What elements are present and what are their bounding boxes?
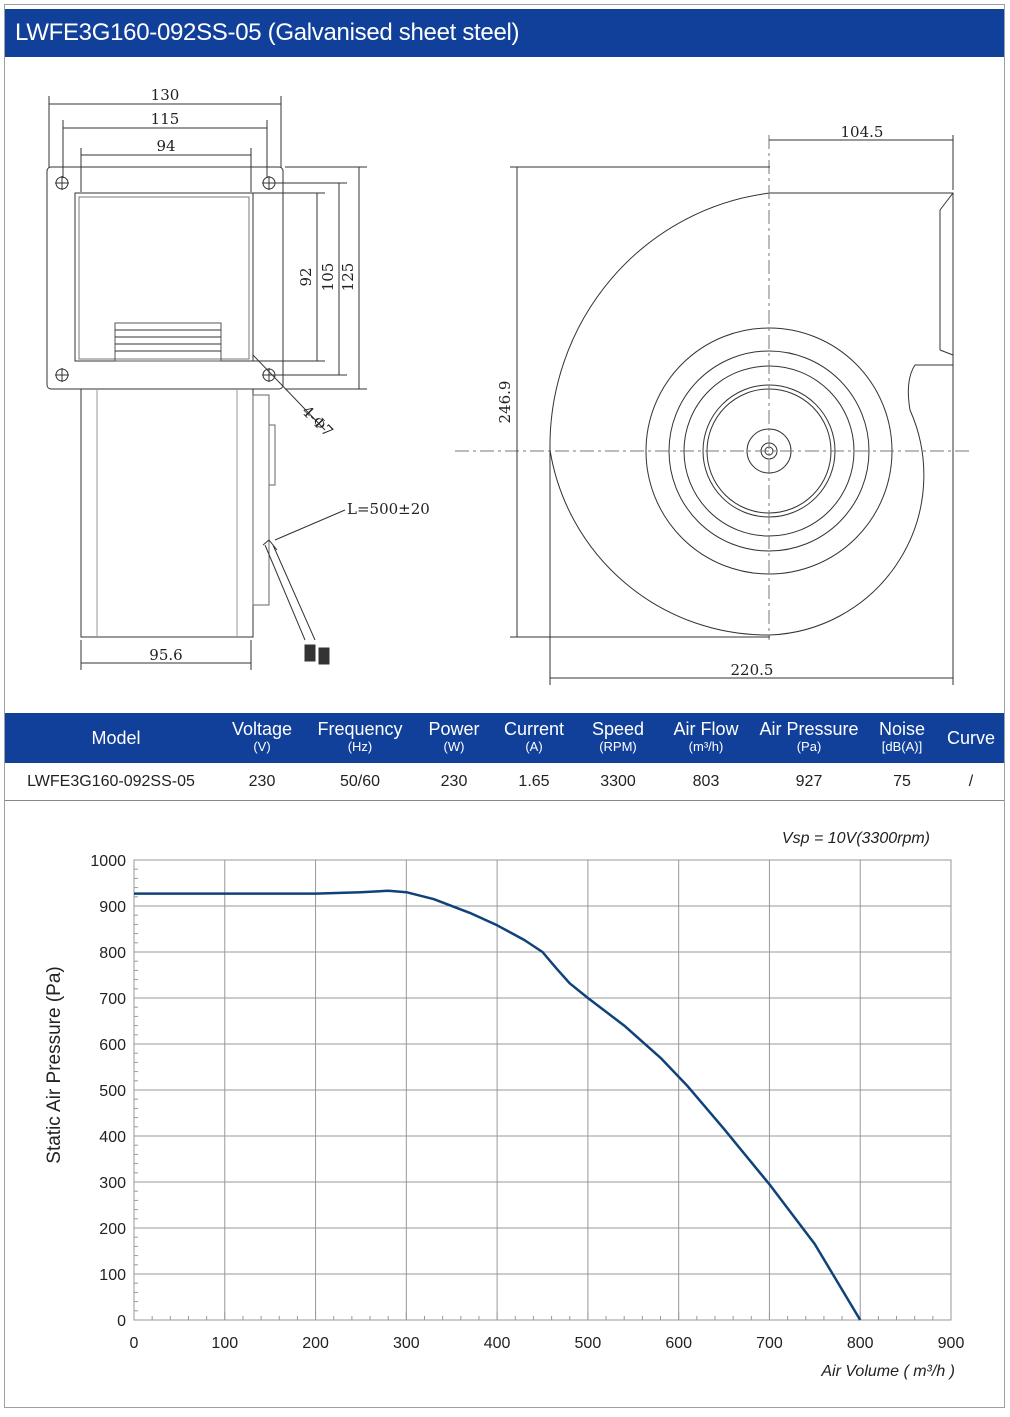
flange-outline: [46, 166, 284, 390]
col-frequency: Frequency (Hz): [317, 719, 403, 754]
y-tick-label: 500: [99, 1083, 126, 1100]
technical-drawing: 130 115 94 92 105 125 4-Φ7 95.6 L=500±20…: [5, 57, 1004, 713]
y-tick-label: 900: [99, 899, 126, 916]
x-tick-label: 400: [484, 1335, 511, 1352]
x-axis-label: Air Volume ( m³/h ): [820, 1363, 955, 1380]
dim-125: 125: [339, 263, 357, 292]
drawing-svg: 130 115 94 92 105 125 4-Φ7 95.6 L=500±20…: [46, 86, 970, 685]
dim-95-6: 95.6: [149, 646, 182, 664]
x-tick-label: 900: [938, 1335, 965, 1352]
cell-current: 1.65: [518, 773, 550, 790]
page-frame: [4, 4, 1005, 1408]
x-tick-label: 0: [130, 1335, 139, 1352]
dim-105: 105: [319, 263, 337, 292]
pressure-curve: [134, 889, 862, 1321]
col-model: Model: [91, 728, 141, 748]
col-power: Power (W): [428, 719, 480, 754]
spec-table-row: LWFE3G160-092SS-05 230 50/60 230 1.65 33…: [5, 763, 1004, 801]
y-tick-label: 400: [99, 1129, 126, 1146]
cell-noise: 75: [893, 773, 911, 790]
cell-voltage: 230: [248, 773, 276, 790]
dim-holes: 4-Φ7: [298, 402, 337, 441]
col-speed: Speed (RPM): [591, 719, 645, 754]
cell-airpressure: 927: [795, 773, 823, 790]
y-tick-label: 600: [99, 1037, 126, 1054]
dim-246-9: 246.9: [496, 381, 514, 424]
x-tick-label: 600: [665, 1335, 692, 1352]
scroll-housing: [549, 192, 954, 636]
outlet-opening: [74, 192, 254, 362]
x-tick-label: 700: [756, 1335, 783, 1352]
col-voltage: Voltage (V): [231, 719, 293, 754]
y-tick-label: 0: [117, 1313, 126, 1330]
col-airpressure: Air Pressure (Pa): [759, 719, 859, 754]
chart-svg: Vsp = 10V(3300rpm) Air Volume ( m³/h ) S…: [44, 830, 965, 1380]
cell-power: 230: [440, 773, 468, 790]
col-noise: Noise [dB(A)]: [878, 719, 926, 754]
housing-side: [80, 388, 254, 638]
col-current: Current (A): [503, 719, 565, 754]
col-curve: Curve: [946, 728, 995, 748]
x-tick-label: 800: [847, 1335, 874, 1352]
dim-115: 115: [151, 110, 180, 128]
cell-airflow: 803: [692, 773, 720, 790]
dim-104-5: 104.5: [841, 123, 884, 141]
col-airflow: Air Flow (m³/h): [673, 719, 739, 754]
dim-cable: L=500±20: [347, 500, 430, 518]
x-tick-label: 200: [302, 1335, 329, 1352]
dim-220-5: 220.5: [731, 661, 774, 679]
dim-130: 130: [151, 86, 180, 104]
dim-94: 94: [156, 137, 175, 155]
cell-speed: 3300: [600, 773, 636, 790]
y-tick-label: 1000: [90, 853, 126, 870]
spec-table-header: Model Voltage (V) Frequency (Hz) Power (W) …: [5, 713, 1004, 763]
x-tick-label: 100: [211, 1335, 238, 1352]
y-tick-label: 700: [99, 991, 126, 1008]
cell-frequency: 50/60: [339, 773, 381, 790]
y-tick-label: 200: [99, 1221, 126, 1238]
cell-model: LWFE3G160-092SS-05: [27, 773, 195, 790]
page-title: LWFE3G160-092SS-05 (Galvanised sheet ste…: [5, 9, 1004, 57]
y-tick-label: 100: [99, 1267, 126, 1284]
y-tick-label: 800: [99, 945, 126, 962]
dim-92: 92: [297, 267, 315, 286]
performance-chart: Vsp = 10V(3300rpm) Air Volume ( m³/h ) S…: [5, 805, 1004, 1405]
cell-curve: /: [968, 773, 974, 790]
x-tick-label: 500: [575, 1335, 602, 1352]
chart-annotation: Vsp = 10V(3300rpm): [782, 830, 930, 847]
y-tick-label: 300: [99, 1175, 126, 1192]
y-axis-label: Static Air Pressure (Pa): [44, 966, 65, 1163]
x-tick-label: 300: [393, 1335, 420, 1352]
